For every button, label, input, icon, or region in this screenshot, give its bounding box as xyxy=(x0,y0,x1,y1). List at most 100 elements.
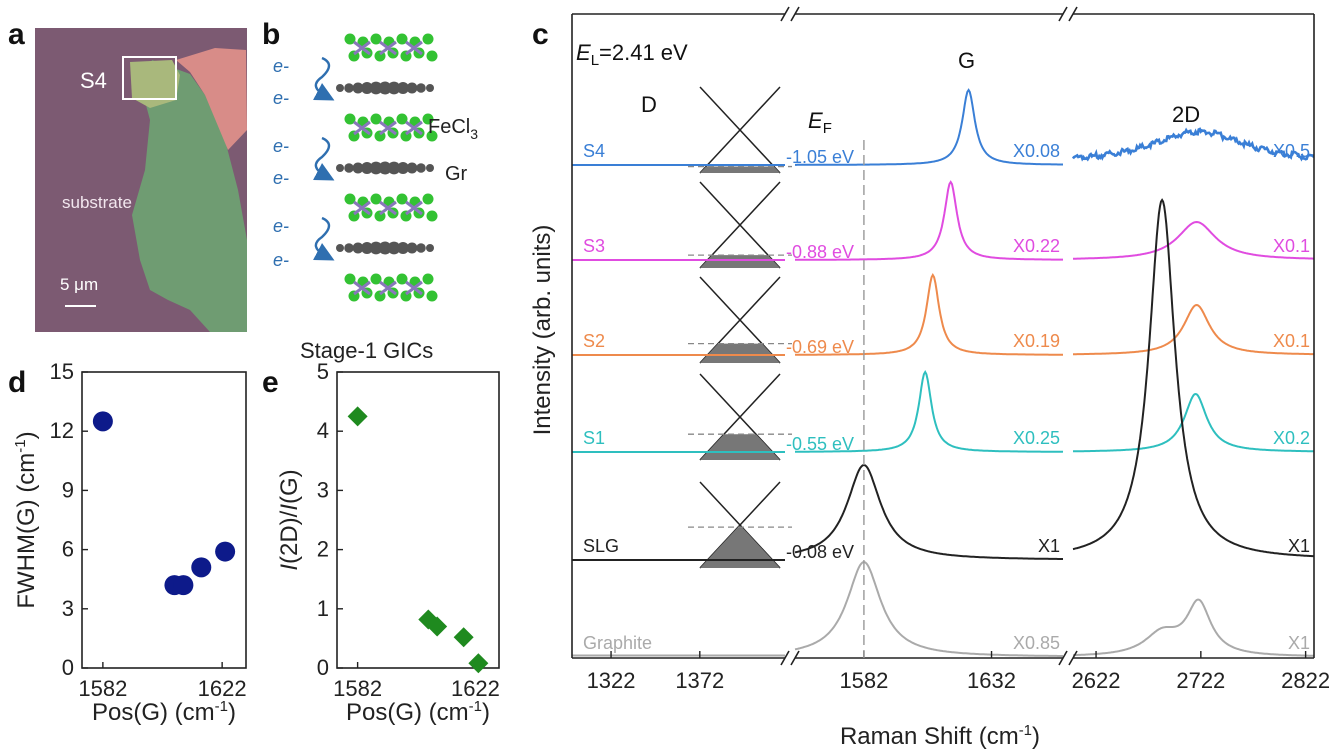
fe-bond xyxy=(353,280,371,296)
filled-states xyxy=(700,527,780,568)
spectrum-2d-segment xyxy=(1072,198,1314,558)
electron-label: e- xyxy=(273,136,289,156)
carbon-atom xyxy=(369,161,383,175)
electron-label: e- xyxy=(273,216,289,236)
raman-spectrum-s1 xyxy=(572,369,1314,453)
cl-atom xyxy=(370,193,382,205)
panel-d-ytick-label: 3 xyxy=(62,596,74,621)
panel-c-xtick-label: 1372 xyxy=(675,668,724,693)
spectrum-g-segment xyxy=(795,369,1064,453)
electron-transfer-arrow xyxy=(313,136,335,181)
fe-bond xyxy=(405,280,423,296)
electron-label: e- xyxy=(273,88,289,108)
fecl3-layer xyxy=(344,193,438,222)
carbon-atom xyxy=(416,163,426,173)
dirac-cone xyxy=(688,481,792,569)
cl-atom xyxy=(396,193,408,205)
carbon-atom xyxy=(416,83,426,93)
panel-e-plot: 0 1 2 3 4 5 1582 1622 Pos(G) (cm-1) I(2D)/I(G) xyxy=(276,359,500,726)
electron-label: e- xyxy=(273,250,289,270)
fe-bond xyxy=(379,280,397,296)
panel-d-point xyxy=(92,411,113,432)
cl-atom xyxy=(370,33,382,45)
flake-region xyxy=(132,60,247,332)
carbon-atom xyxy=(406,82,418,94)
optical-micrograph: S4 substrate 5 μm xyxy=(35,28,247,332)
panel-d-xtick-label: 1622 xyxy=(198,676,247,701)
carbon-atom xyxy=(426,84,434,92)
panel-e-ytick-label: 0 xyxy=(317,655,329,680)
panel-c-raman: S4 X0.08 X0.5 -1.05 eV S3 X0.22 X0.1 -0.88 eV S2… xyxy=(529,6,1330,750)
panel-d-point xyxy=(215,541,236,562)
panel-d-frame xyxy=(81,371,247,669)
scale-factor-2d: X0.2 xyxy=(1273,428,1310,448)
panel-e-point xyxy=(347,406,368,427)
panel-e-frame xyxy=(336,371,500,669)
panel-e-point xyxy=(427,616,448,637)
carbon-atom xyxy=(344,243,354,253)
panel-e-xtick-label: 1582 xyxy=(333,676,382,701)
cl-atom xyxy=(422,193,434,205)
substrate-label: substrate xyxy=(62,193,132,212)
cl-atom xyxy=(396,113,408,125)
panel-label-e: e xyxy=(262,366,279,399)
gr-label: Gr xyxy=(445,163,468,185)
carbon-atom xyxy=(360,241,374,255)
scale-factor-g: X0.19 xyxy=(1013,331,1060,351)
cl-atom xyxy=(344,113,356,125)
cl-atom xyxy=(344,193,356,205)
sample-label: S4 xyxy=(80,68,107,93)
fecl3-layer xyxy=(344,113,438,142)
dirac-cone xyxy=(688,276,792,364)
spectrum-name-label: S1 xyxy=(583,428,605,448)
spectrum-name-label: S3 xyxy=(583,236,605,256)
spectrum-g-segment xyxy=(795,180,1063,261)
carbon-atom xyxy=(406,242,418,254)
fe-bond xyxy=(379,40,397,56)
cone-line xyxy=(699,181,781,269)
scale-factor-g: X0.08 xyxy=(1013,141,1060,161)
fe-bond xyxy=(405,120,423,136)
scalebar-label: 5 μm xyxy=(60,275,98,294)
carbon-atom xyxy=(406,162,418,174)
axis-break-mark xyxy=(1068,650,1078,666)
carbon-atom xyxy=(344,83,354,93)
carbon-atom xyxy=(369,241,383,255)
fe-bond xyxy=(353,40,371,56)
carbon-atom xyxy=(416,243,426,253)
graphene-layer xyxy=(336,161,434,175)
fermi-level-label: EF xyxy=(808,108,832,137)
fermi-energy-value: -1.05 eV xyxy=(786,147,854,167)
fermi-energy-value: -0.55 eV xyxy=(786,434,854,454)
dirac-cone xyxy=(688,86,792,174)
spectrum-2d-segment xyxy=(1071,127,1314,162)
cl-atom xyxy=(396,33,408,45)
scale-factor-2d: X0.5 xyxy=(1273,141,1310,161)
cl-atom xyxy=(426,50,438,62)
raman-spectrum-s4 xyxy=(572,88,1314,166)
spectrum-2d-segment xyxy=(1073,392,1314,453)
spectrum-g-segment xyxy=(795,88,1063,166)
panel-c-xlabel: Raman Shift (cm-1) xyxy=(840,722,1040,750)
filled-states xyxy=(700,166,780,173)
scale-factor-g: X1 xyxy=(1038,536,1060,556)
carbon-atom xyxy=(396,81,410,95)
panel-c-xtick-label: 2822 xyxy=(1281,668,1330,693)
panel-d-plot: 0 3 6 9 12 15 1582 1622 Pos(G) (cm-1) FWHM(G) (… xyxy=(12,359,247,726)
cl-atom xyxy=(370,273,382,285)
panel-d-ytick-label: 6 xyxy=(62,537,74,562)
cl-atom xyxy=(422,113,434,125)
cone-line xyxy=(699,276,781,364)
panel-d-ytick-label: 12 xyxy=(50,418,74,443)
cl-atom xyxy=(370,113,382,125)
panel-e-point xyxy=(453,627,474,648)
carbon-atom xyxy=(352,162,364,174)
axis-break-mark xyxy=(790,650,800,666)
cl-atom xyxy=(422,273,434,285)
carbon-atom xyxy=(360,81,374,95)
filled-states xyxy=(700,434,780,460)
laser-energy-label: EL=2.41 eV xyxy=(576,40,688,69)
spectrum-2d-segment xyxy=(1073,598,1314,657)
carbon-atom xyxy=(426,164,434,172)
panel-e-ytick-label: 3 xyxy=(317,477,329,502)
